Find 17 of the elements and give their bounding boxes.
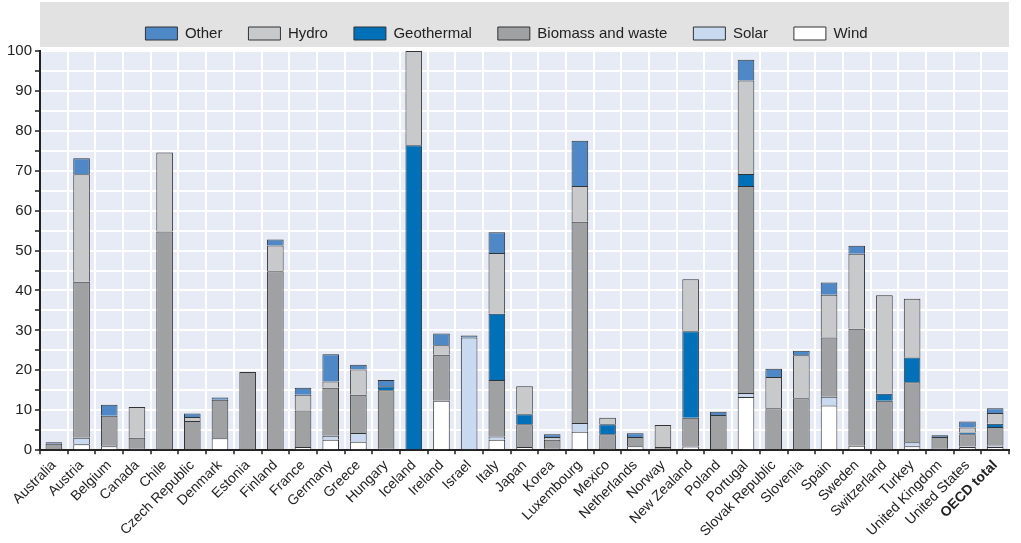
y-tick-label: 100 xyxy=(7,41,33,59)
legend-label: Solar xyxy=(732,23,768,41)
legend-label: Other xyxy=(184,23,223,41)
y-tick-label: 80 xyxy=(15,120,33,138)
legend-label: Wind xyxy=(833,23,868,41)
legend-label: Hydro xyxy=(287,23,328,41)
y-tick-label: 10 xyxy=(15,400,33,418)
y-tick-label: 20 xyxy=(15,360,33,378)
y-tick-label: 60 xyxy=(15,200,33,218)
y-tick-label: 70 xyxy=(15,160,33,178)
y-tick-label: 0 xyxy=(23,440,33,458)
legend-label: Biomass and waste xyxy=(537,23,668,41)
y-tick-label: 30 xyxy=(15,320,33,338)
y-tick-label: 40 xyxy=(15,280,33,298)
legend-label: Geothermal xyxy=(393,23,472,41)
y-tick-label: 90 xyxy=(15,81,33,99)
y-tick-label: 50 xyxy=(15,240,33,258)
